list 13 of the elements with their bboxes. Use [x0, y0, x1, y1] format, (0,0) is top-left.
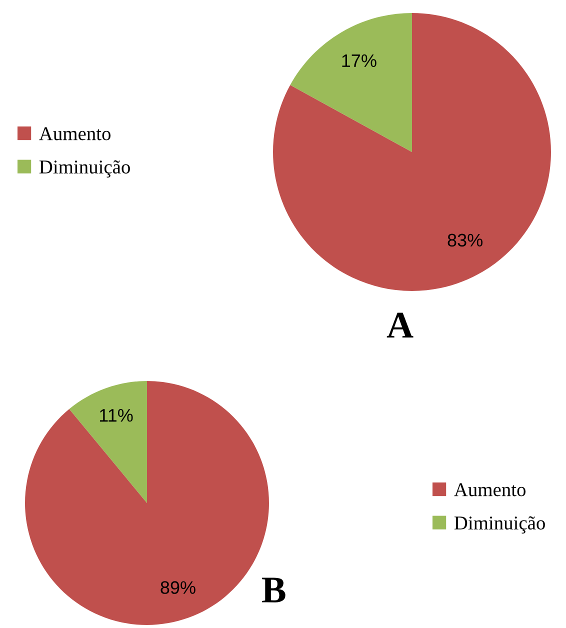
pie-slice	[69, 381, 147, 503]
data-label: 11%	[100, 409, 133, 422]
legend-label: Diminuição	[454, 516, 545, 534]
data-label: 89%	[160, 581, 196, 594]
legend-label: Aumento	[454, 483, 526, 496]
legend-label: Diminuição	[39, 160, 130, 178]
text: A	[386, 312, 414, 338]
data-label: 17%	[342, 54, 376, 68]
data-label: 83%	[448, 234, 482, 247]
pie-slice	[290, 13, 412, 152]
pie-slice	[273, 13, 551, 291]
legend-label: Aumento	[39, 127, 111, 140]
text: B	[262, 578, 286, 602]
